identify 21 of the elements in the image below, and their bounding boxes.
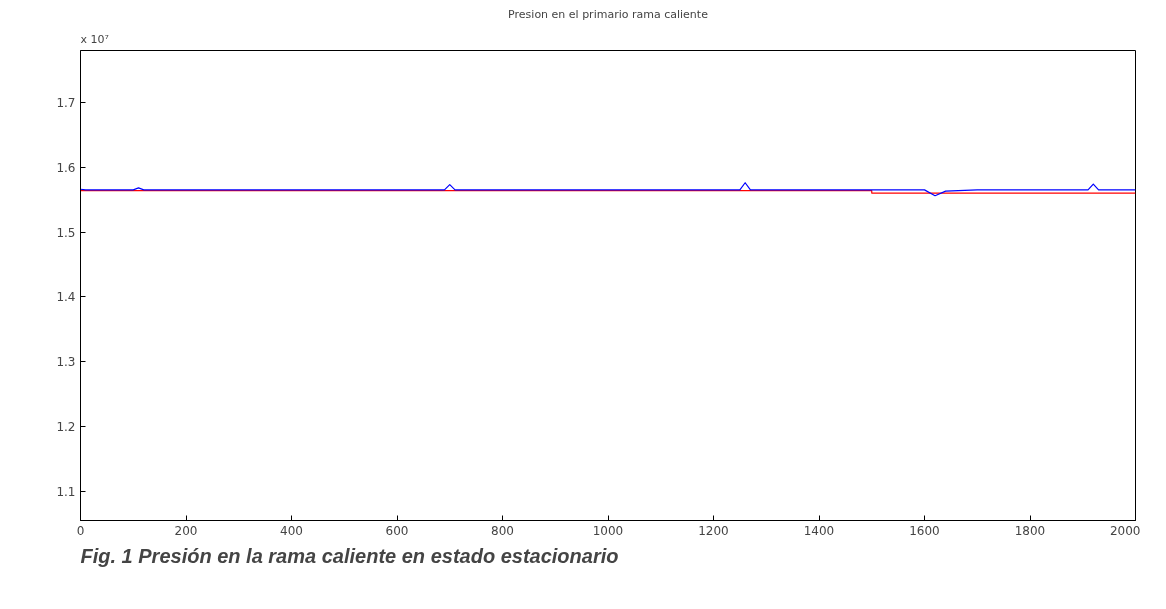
x-tick-label: 1000 — [592, 523, 624, 538]
y-tick-label: 1.5 — [56, 225, 76, 240]
caption: Fig. 1 Presión en la rama caliente en estado estacionario — [80, 544, 619, 567]
x-tick-label: 2000 — [1109, 523, 1141, 538]
x-tick-label: 800 — [491, 523, 514, 538]
x-tick-label: 1600 — [909, 523, 940, 538]
x-tick-label: 1800 — [1014, 523, 1046, 538]
x-tick-label: 1400 — [803, 523, 835, 538]
x-tick-label: 1200 — [698, 523, 729, 538]
y-tick-label: 1.3 — [56, 355, 76, 370]
y-tick-label: 1.4 — [56, 290, 76, 305]
y-tick-label: 1.6 — [56, 160, 76, 175]
y-tick-label: 1.7 — [56, 95, 76, 110]
x-tick-label: 600 — [385, 523, 409, 538]
text: x 10⁷ — [80, 32, 109, 46]
y-tick-label: 1.2 — [56, 420, 76, 434]
x-tick-label: 200 — [174, 523, 198, 538]
x-tick-label: 400 — [280, 523, 303, 538]
y-tick-label: 1.1 — [56, 484, 76, 499]
chart-title: Presion en el primario rama caliente — [508, 7, 709, 21]
x-tick-label: 0 — [76, 523, 85, 538]
